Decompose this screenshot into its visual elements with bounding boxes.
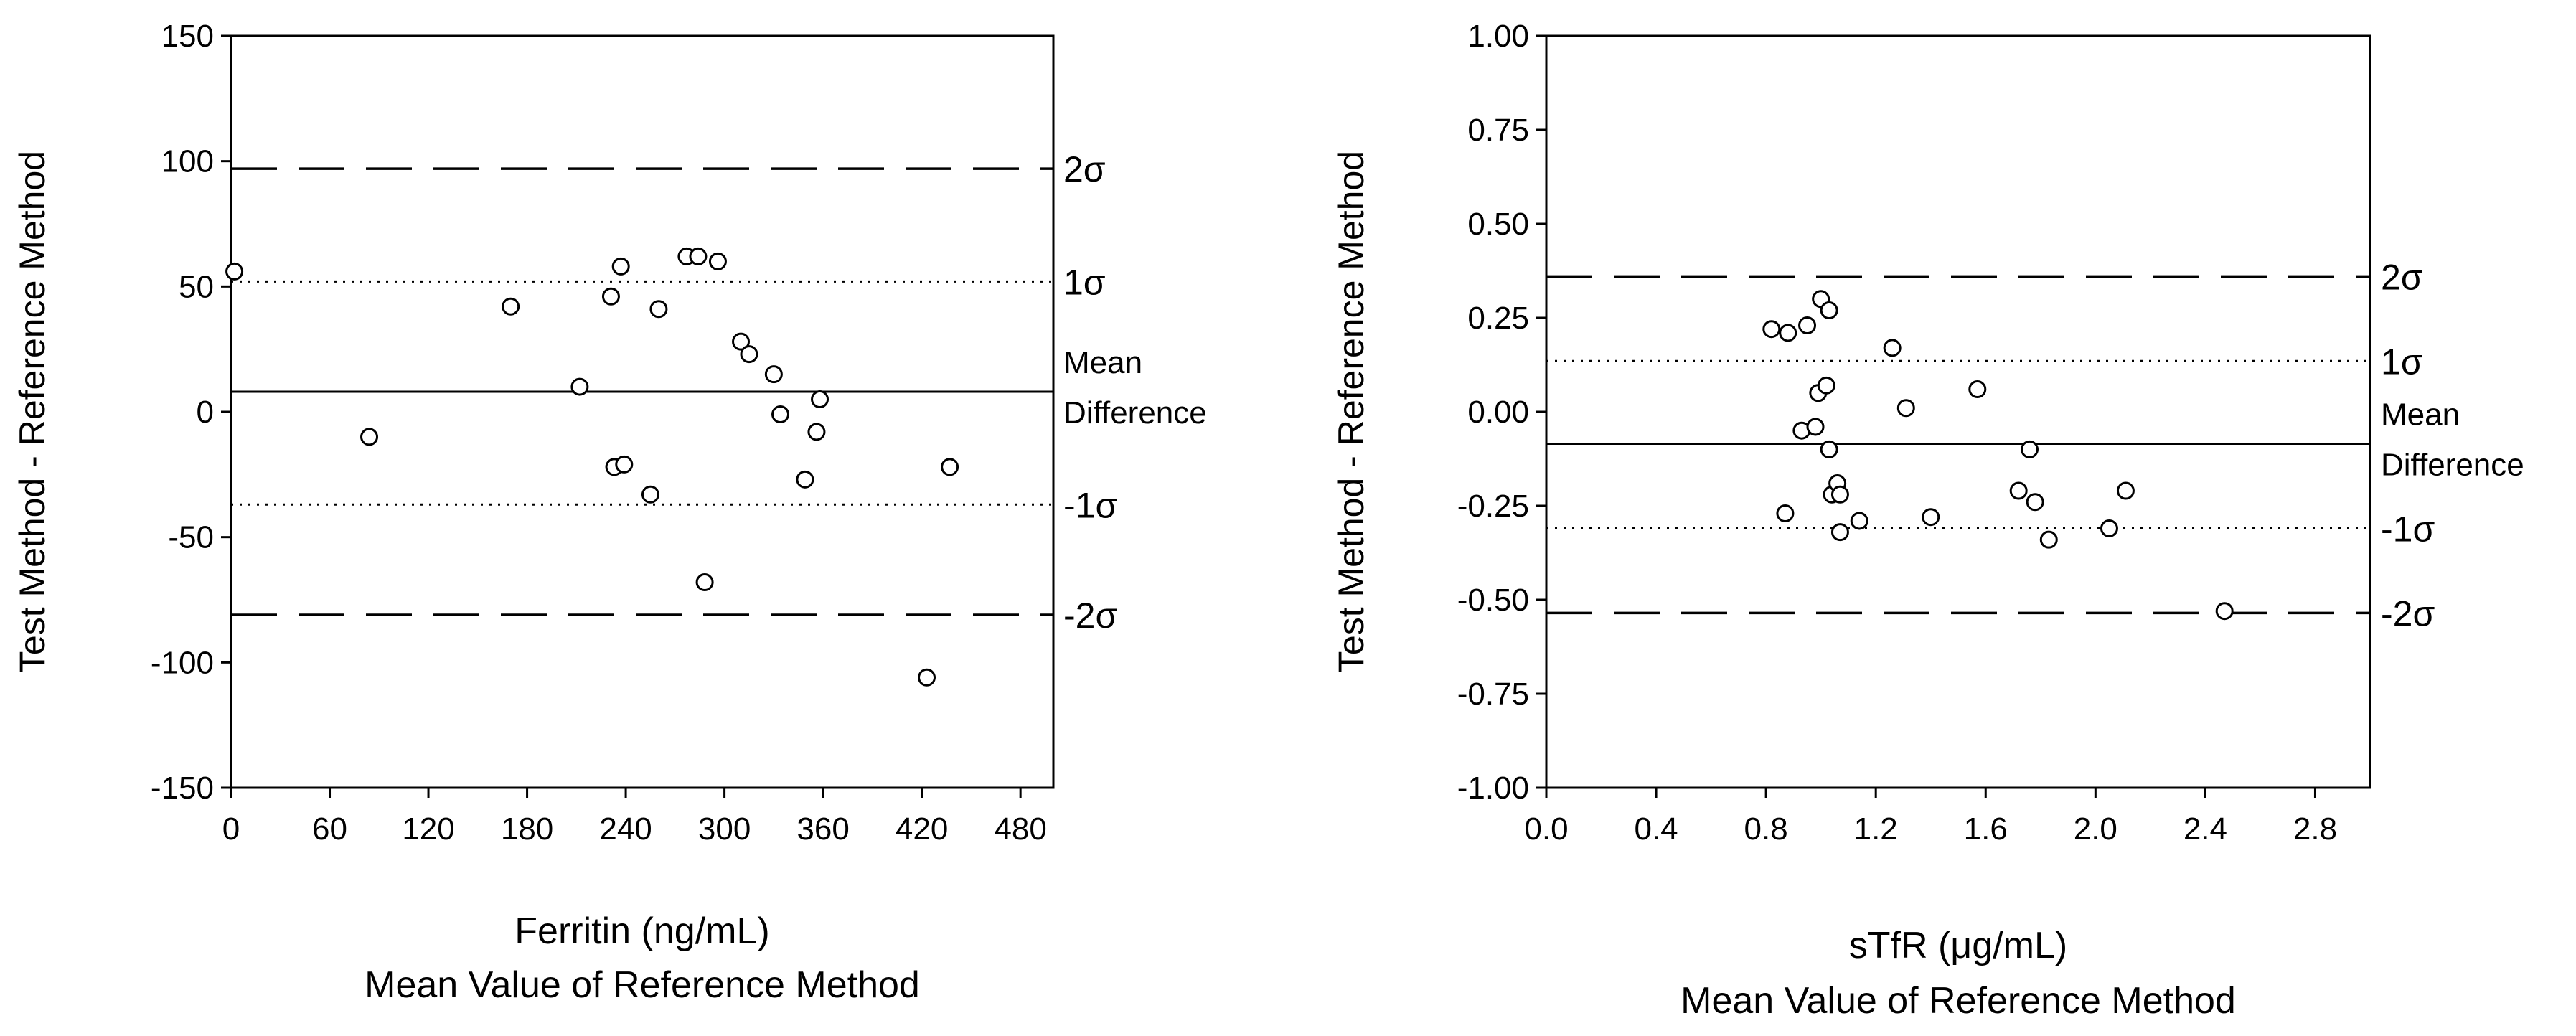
y-tick-label: 100 bbox=[161, 144, 214, 179]
data-point bbox=[611, 257, 630, 276]
stfr-bland-altman-chart: -1.00 -0.75 -0.50 -0.25 0.00 0.25 0.50 0.75 1.00… bbox=[1331, 19, 2524, 1022]
x-tick-label: 420 bbox=[896, 811, 948, 847]
data-point bbox=[649, 300, 668, 319]
data-point bbox=[2039, 530, 2058, 549]
y-tick-label: -0.50 bbox=[1457, 583, 1529, 618]
data-point bbox=[1762, 320, 1781, 339]
y-tick-label: -1.00 bbox=[1457, 771, 1529, 806]
data-point bbox=[807, 423, 826, 441]
data-point bbox=[2100, 519, 2118, 537]
data-point bbox=[1968, 380, 1987, 399]
data-point bbox=[615, 455, 634, 474]
minus2sigma-label: -2σ bbox=[2381, 593, 2435, 634]
x-tick-label: 360 bbox=[796, 811, 849, 847]
2sigma-label: 2σ bbox=[1063, 149, 1106, 189]
y-tick-label: 150 bbox=[161, 19, 214, 54]
y-tick-label: 0.00 bbox=[1467, 395, 1529, 430]
data-point bbox=[1817, 376, 1835, 395]
x-axis-sublabel: Mean Value of Reference Method bbox=[365, 964, 920, 1006]
x-tick-label: 2.4 bbox=[2184, 811, 2227, 847]
y-tick-label: -100 bbox=[151, 645, 214, 680]
data-point bbox=[1820, 301, 1838, 320]
x-tick-label: 0 bbox=[222, 811, 240, 847]
x-tick-label: 2.8 bbox=[2293, 811, 2337, 847]
minus1sigma-label: -1σ bbox=[1063, 485, 1117, 525]
data-point bbox=[570, 377, 589, 396]
data-point bbox=[641, 485, 659, 504]
plot-frame bbox=[1545, 34, 2371, 789]
data-point bbox=[941, 458, 959, 476]
mean-label: Mean Difference bbox=[1063, 345, 1207, 430]
x-axis-sublabel: Mean Value of Reference Method bbox=[1680, 980, 2236, 1022]
y-tick-label: -0.25 bbox=[1457, 489, 1529, 524]
data-point bbox=[2009, 481, 2028, 500]
data-point bbox=[695, 573, 714, 592]
y-axis-label: Test Method - Reference Method bbox=[12, 151, 52, 673]
x-tick-label: 120 bbox=[402, 811, 454, 847]
minus1sigma-label: -1σ bbox=[2381, 509, 2435, 549]
ferritin-bland-altman-chart: -150 -100 -50 0 50 100 150 0 60 120 180 240 300 360 42… bbox=[12, 19, 1207, 1006]
x-tick-label: 1.2 bbox=[1854, 811, 1898, 847]
y-tick-label: 0.50 bbox=[1467, 207, 1529, 242]
data-point bbox=[1798, 316, 1817, 334]
x-tick-label: 1.6 bbox=[1964, 811, 2008, 847]
data-point bbox=[1922, 508, 1940, 527]
data-point bbox=[225, 262, 244, 281]
data-point bbox=[2026, 493, 2044, 512]
data-point bbox=[1806, 418, 1825, 436]
data-point bbox=[689, 247, 708, 265]
x-tick-label: 0.0 bbox=[1524, 811, 1568, 847]
data-point bbox=[708, 252, 727, 270]
y-tick-label: 1.00 bbox=[1467, 19, 1529, 54]
data-point bbox=[502, 297, 520, 316]
x-tick-label: 240 bbox=[599, 811, 652, 847]
1sigma-label: 1σ bbox=[2381, 342, 2423, 382]
data-point bbox=[732, 332, 751, 351]
y-tick-label: -0.75 bbox=[1457, 677, 1529, 712]
y-tick-label: -150 bbox=[151, 771, 214, 806]
data-point bbox=[2116, 481, 2135, 500]
x-tick-label: 480 bbox=[994, 811, 1046, 847]
data-point bbox=[1779, 324, 1797, 342]
y-tick-label: 0.75 bbox=[1467, 113, 1529, 148]
y-axis-label: Test Method - Reference Method bbox=[1331, 151, 1371, 673]
data-point bbox=[764, 365, 783, 384]
data-point bbox=[2020, 440, 2039, 458]
data-point bbox=[2215, 602, 2234, 621]
data-point bbox=[601, 287, 620, 306]
data-point bbox=[360, 428, 379, 446]
data-point bbox=[771, 405, 790, 423]
1sigma-label: 1σ bbox=[1063, 262, 1106, 302]
mean-label: Mean Difference bbox=[2381, 397, 2524, 483]
data-point bbox=[1776, 504, 1795, 522]
data-point bbox=[811, 390, 829, 409]
y-tick-label: -50 bbox=[168, 520, 214, 555]
y-tick-label: 50 bbox=[179, 269, 214, 304]
data-point bbox=[1830, 485, 1849, 504]
data-point bbox=[740, 345, 758, 364]
data-point bbox=[1820, 440, 1838, 458]
x-tick-label: 0.4 bbox=[1634, 811, 1678, 847]
data-point bbox=[1896, 399, 1915, 418]
x-tick-label: 300 bbox=[698, 811, 751, 847]
y-tick-label: 0 bbox=[197, 395, 214, 430]
data-point bbox=[796, 470, 814, 489]
x-tick-label: 60 bbox=[312, 811, 347, 847]
data-point bbox=[1850, 512, 1868, 530]
minus2sigma-label: -2σ bbox=[1063, 595, 1117, 636]
x-axis-label: sTfR (μg/mL) bbox=[1849, 925, 2067, 966]
data-point bbox=[1883, 339, 1902, 357]
x-axis-label: Ferritin (ng/mL) bbox=[514, 910, 769, 952]
x-tick-label: 180 bbox=[501, 811, 553, 847]
y-tick-label: 0.25 bbox=[1467, 301, 1529, 336]
x-tick-label: 2.0 bbox=[2074, 811, 2117, 847]
data-point bbox=[918, 668, 936, 687]
2sigma-label: 2σ bbox=[2381, 257, 2423, 297]
data-point bbox=[1830, 523, 1849, 542]
x-tick-label: 0.8 bbox=[1744, 811, 1788, 847]
